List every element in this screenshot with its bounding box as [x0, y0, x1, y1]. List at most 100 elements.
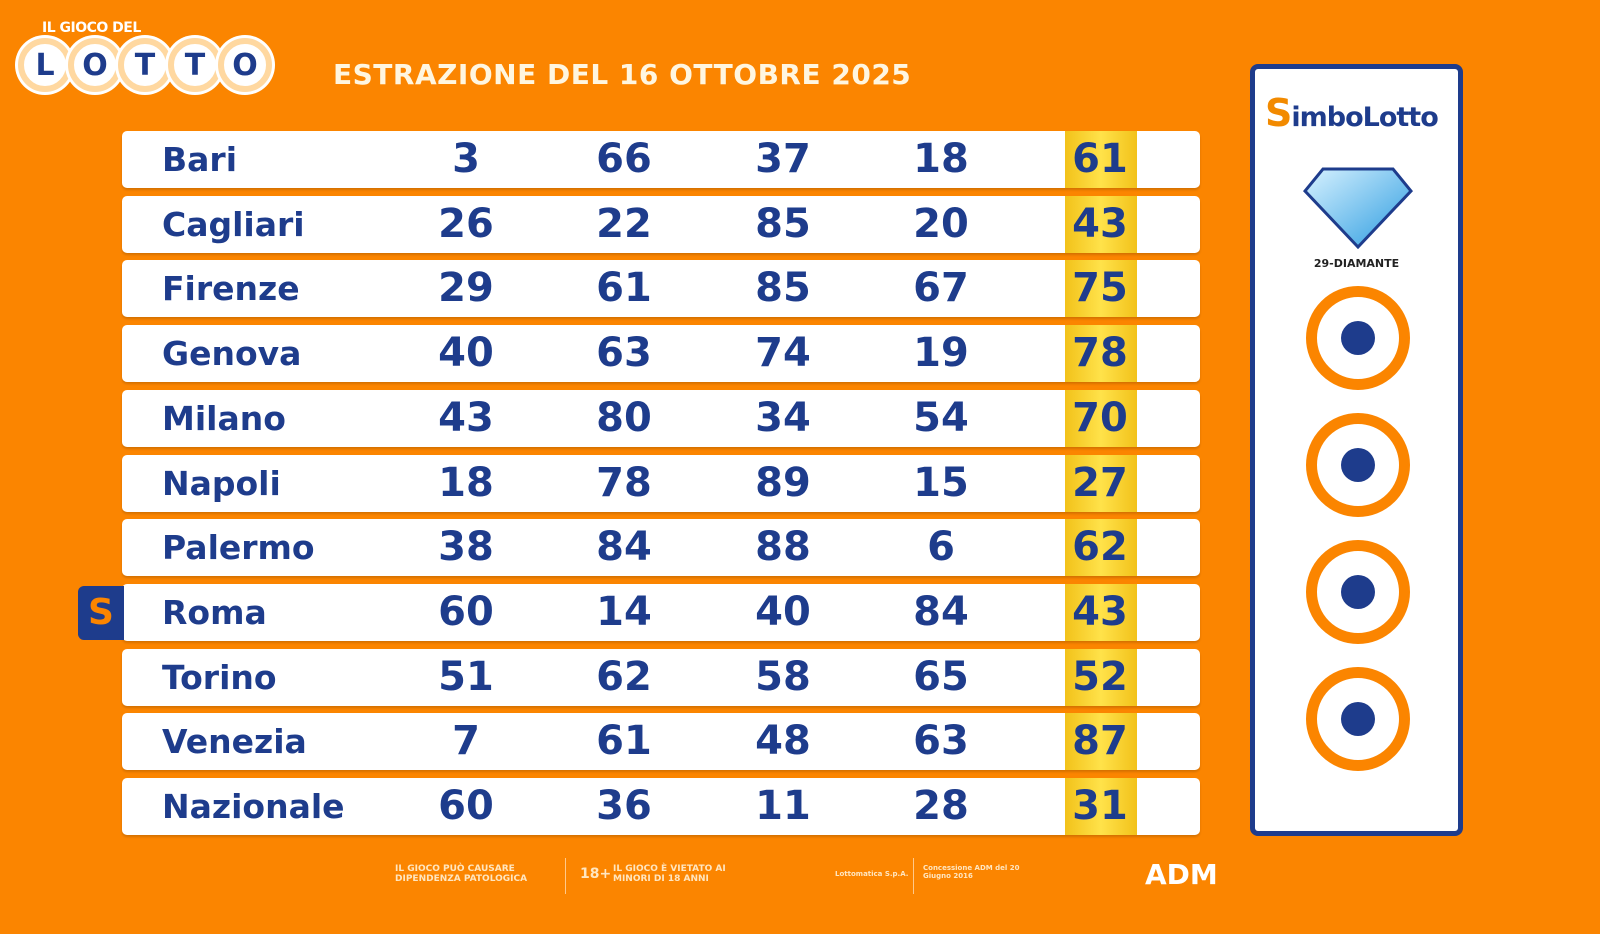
drawn-number: 89	[755, 459, 811, 506]
result-row-milano: Milano 43 80 34 54 70	[122, 389, 1200, 447]
city-name: Firenze	[162, 269, 300, 309]
symbol-slot	[1306, 667, 1410, 771]
drawn-number: 80	[596, 394, 652, 441]
symbol-slot	[1306, 286, 1410, 390]
drawn-number: 43	[1072, 588, 1128, 635]
logo-ball: T	[168, 38, 222, 92]
drawn-number: 3	[452, 136, 480, 182]
dot-icon	[1341, 321, 1375, 355]
result-row-roma: Roma 60 14 40 84 43	[122, 583, 1200, 641]
drawn-number: 63	[596, 330, 652, 377]
result-row-cagliari: Cagliari 26 22 85 20 43	[122, 195, 1200, 253]
city-name: Palermo	[162, 528, 315, 568]
drawn-number: 62	[596, 653, 652, 700]
city-name: Bari	[162, 140, 238, 179]
fifth-number-highlight	[1065, 195, 1137, 253]
dot-icon	[1341, 448, 1375, 482]
drawn-number: 43	[1072, 200, 1128, 247]
result-row-firenze: Firenze 29 61 85 67 75	[122, 260, 1200, 318]
drawn-number: 61	[1072, 136, 1128, 182]
logo-tagline: IL GIOCO DEL	[42, 20, 141, 36]
city-name: Cagliari	[162, 204, 305, 244]
simbolotto-wheel-marker: S	[78, 586, 124, 640]
city-name: Milano	[162, 398, 286, 438]
result-row-genova: Genova 40 63 74 19 78	[122, 325, 1200, 383]
fifth-number-highlight	[1065, 260, 1137, 318]
drawn-number: 26	[438, 200, 494, 247]
drawn-number: 87	[1072, 718, 1128, 765]
drawn-number: 19	[913, 330, 969, 377]
fifth-number-highlight	[1065, 778, 1137, 835]
drawn-number: 37	[755, 136, 811, 182]
fifth-number-highlight	[1065, 648, 1137, 706]
footer-operator: Lottomatica S.p.A.	[835, 870, 909, 878]
footer-warning: IL GIOCO PUÒ CAUSARE DIPENDENZA PATOLOGI…	[395, 864, 528, 884]
drawn-number: 27	[1072, 459, 1128, 506]
fifth-number-highlight	[1065, 713, 1137, 771]
fifth-number-highlight	[1065, 454, 1137, 512]
drawn-number: 75	[1072, 265, 1128, 312]
drawn-number: 6	[927, 524, 955, 571]
fifth-number-highlight	[1065, 325, 1137, 383]
drawn-number: 52	[1072, 653, 1128, 700]
symbol-slot	[1306, 413, 1410, 517]
footer: IL GIOCO PUÒ CAUSARE DIPENDENZA PATOLOGI…	[345, 858, 1245, 898]
drawn-number: 85	[755, 265, 811, 312]
drawn-number: 74	[755, 330, 811, 377]
result-row-venezia: Venezia 7 61 48 63 87	[122, 713, 1200, 771]
drawn-number: 40	[438, 330, 494, 377]
city-name: Roma	[162, 592, 267, 632]
drawn-number: 51	[438, 653, 494, 700]
result-row-torino: Torino 51 62 58 65 52	[122, 648, 1200, 706]
drawn-number: 60	[438, 588, 494, 635]
adm-logo: ADM	[1145, 858, 1218, 891]
drawn-number: 58	[755, 653, 811, 700]
drawn-number: 7	[452, 718, 480, 765]
symbol-slot	[1306, 540, 1410, 644]
drawn-number: 11	[755, 783, 811, 829]
fifth-number-highlight	[1065, 583, 1137, 641]
city-name: Torino	[162, 657, 277, 697]
drawn-number: 65	[913, 653, 969, 700]
result-row-napoli: Napoli 18 78 89 15 27	[122, 454, 1200, 512]
drawn-number: 60	[438, 783, 494, 829]
drawn-number: 54	[913, 394, 969, 441]
drawn-number: 18	[913, 136, 969, 182]
footer-minors: IL GIOCO È VIETATO AI MINORI DI 18 ANNI	[613, 864, 726, 884]
result-row-nazionale: Nazionale 60 36 11 28 31	[122, 778, 1200, 835]
city-name: Genova	[162, 334, 302, 374]
drawn-number: 31	[1072, 783, 1128, 829]
drawn-number: 84	[596, 524, 652, 571]
fifth-number-highlight	[1065, 131, 1137, 188]
drawn-number: 36	[596, 783, 652, 829]
drawn-number: 29	[438, 265, 494, 312]
drawn-number: 15	[913, 459, 969, 506]
drawn-number: 20	[913, 200, 969, 247]
logo-ball: T	[118, 38, 172, 92]
city-name: Napoli	[162, 463, 281, 503]
logo-ball: O	[68, 38, 122, 92]
drawn-number: 70	[1072, 394, 1128, 441]
city-name: Nazionale	[162, 787, 345, 826]
logo-ball: L	[18, 38, 72, 92]
city-name: Venezia	[162, 722, 307, 762]
diamond-icon	[1303, 167, 1413, 249]
fifth-number-highlight	[1065, 389, 1137, 447]
drawn-number: 78	[1072, 330, 1128, 377]
drawn-number: 38	[438, 524, 494, 571]
drawn-number: 28	[913, 783, 969, 829]
drawn-number: 61	[596, 265, 652, 312]
logo-ball: O	[218, 38, 272, 92]
drawn-number: 78	[596, 459, 652, 506]
drawn-number: 63	[913, 718, 969, 765]
drawn-number: 22	[596, 200, 652, 247]
simbolotto-panel: SimboLotto 29-DIAMANTE	[1250, 64, 1463, 836]
symbol-label: 29-DIAMANTE	[1313, 257, 1400, 270]
dot-icon	[1341, 575, 1375, 609]
drawn-number: 67	[913, 265, 969, 312]
fifth-number-highlight	[1065, 519, 1137, 577]
result-row-palermo: Palermo 38 84 88 6 62	[122, 519, 1200, 577]
drawn-number: 84	[913, 588, 969, 635]
drawn-number: 34	[755, 394, 811, 441]
